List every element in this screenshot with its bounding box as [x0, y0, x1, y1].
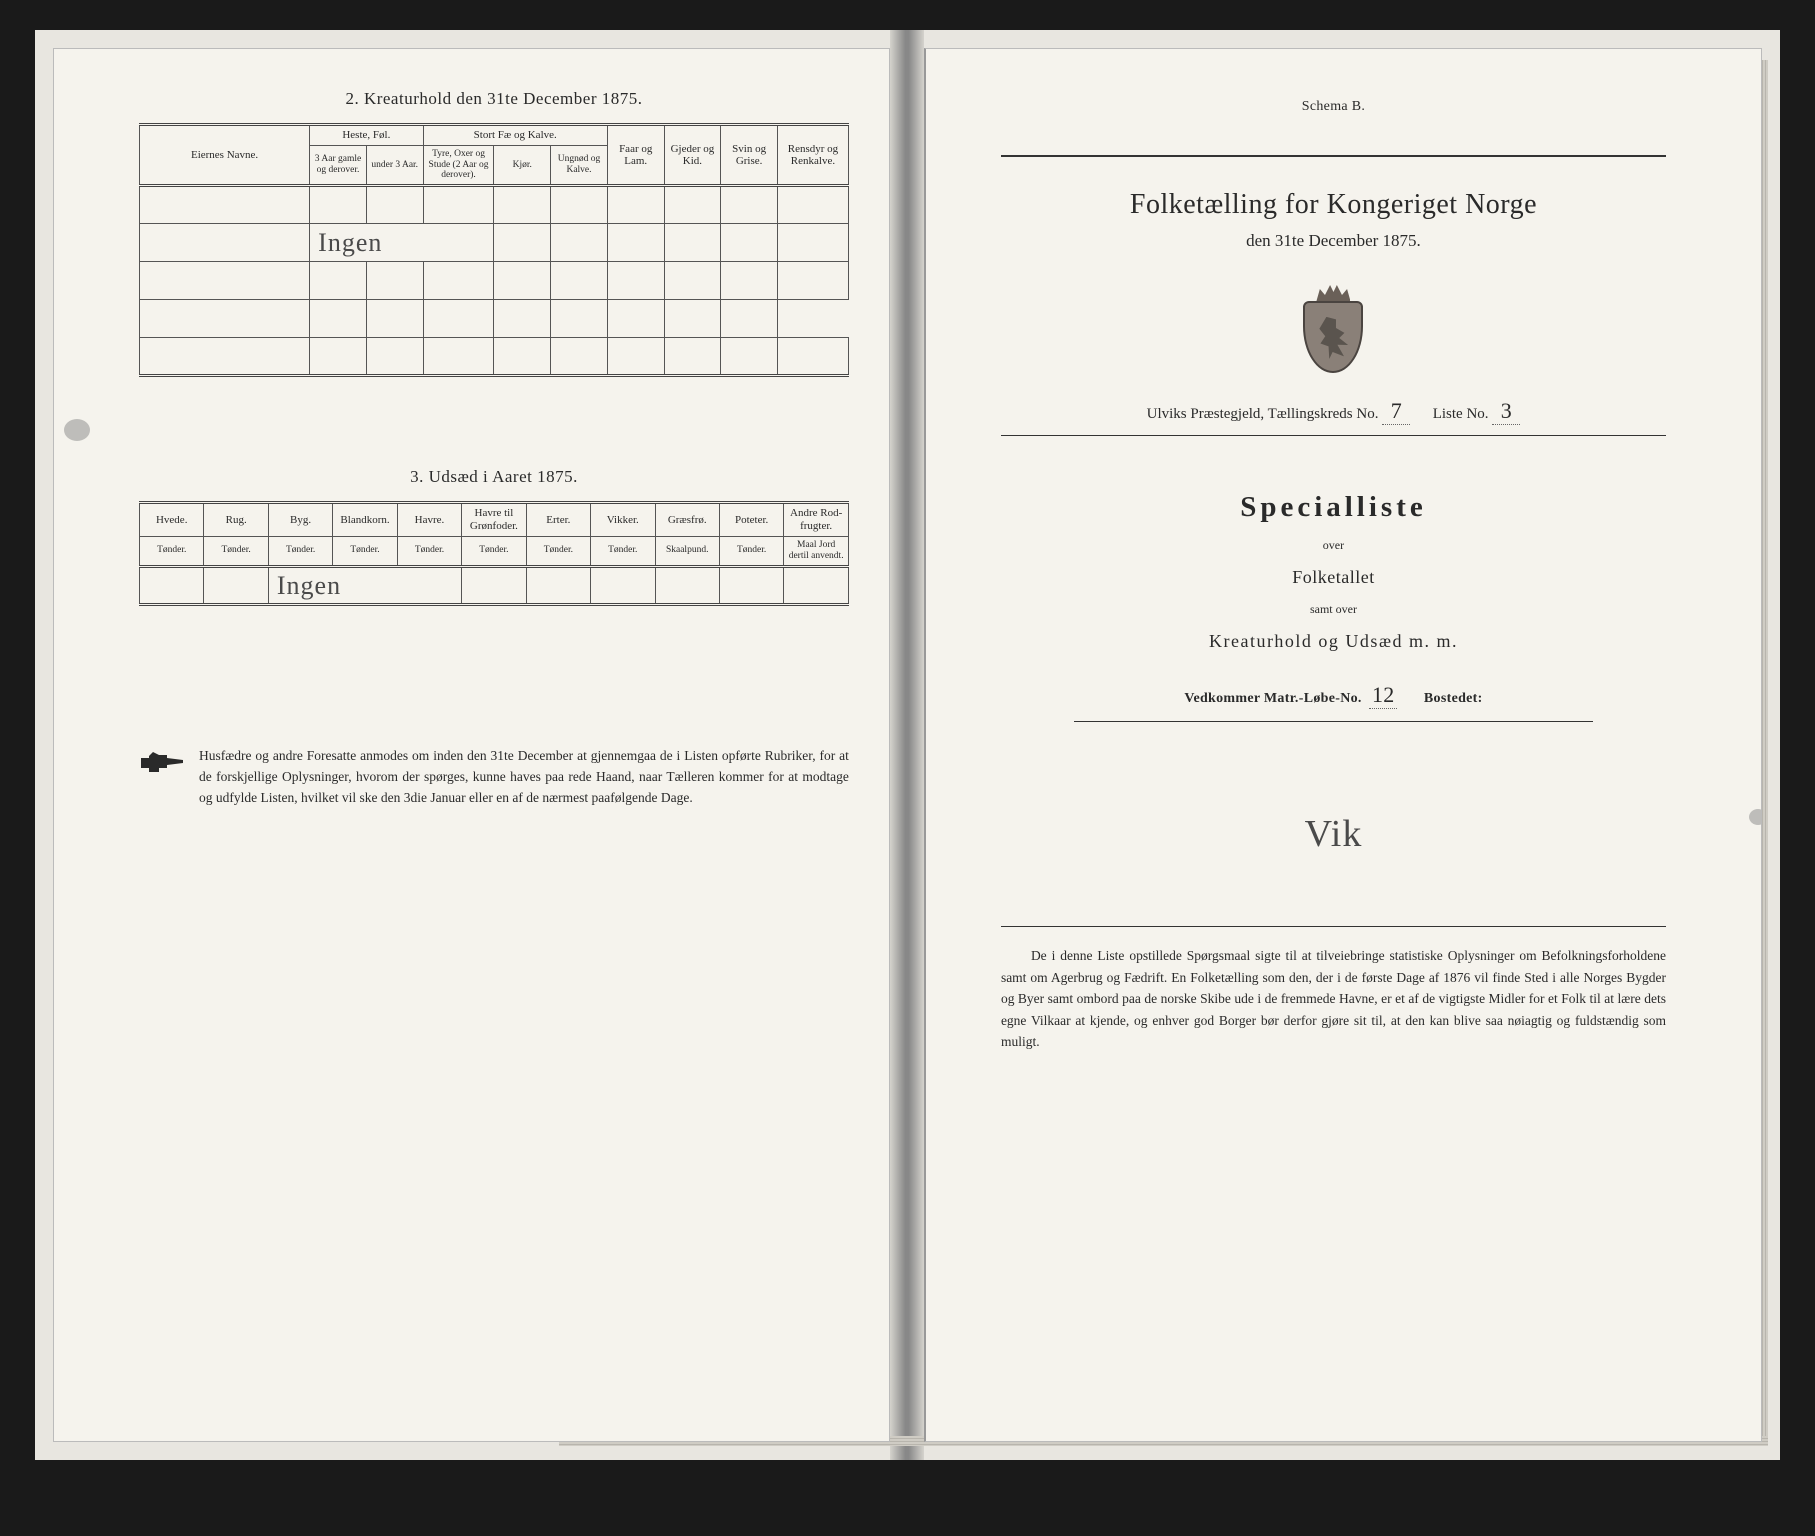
t3-col-sub: Tønder.	[719, 536, 783, 566]
specialliste-heading: Specialliste	[1001, 491, 1666, 524]
kreds-no: 7	[1382, 398, 1410, 425]
t3-col-sub: Tønder.	[462, 536, 526, 566]
note-text: Husfædre og andre Foresatte anmodes om i…	[199, 746, 849, 809]
smudge	[1749, 809, 1762, 825]
t3-cell: Ingen	[268, 566, 461, 605]
col-eiernes: Eiernes Navne.	[140, 125, 310, 186]
section3-title: 3. Udsæd i Aaret 1875.	[139, 467, 849, 487]
rule	[1001, 155, 1666, 157]
liste-no: 3	[1492, 398, 1520, 425]
matr-line: Vedkommer Matr.-Løbe-No. 12 Bostedet:	[1001, 682, 1666, 709]
matr-label: Vedkommer Matr.-Løbe-No.	[1184, 691, 1361, 706]
sub-stort-c: Ungnød og Kalve.	[551, 145, 608, 186]
t3-col-head: Vikker.	[591, 503, 655, 536]
rule	[1001, 435, 1666, 436]
t3-col-head: Rug.	[204, 503, 268, 536]
matr-no: 12	[1369, 682, 1397, 709]
t3-col-head: Hvede.	[140, 503, 204, 536]
section2-title: 2. Kreaturhold den 31te December 1875.	[139, 89, 849, 109]
t3-cell	[462, 566, 526, 605]
handwritten-ingen-1: Ingen	[318, 228, 382, 257]
t3-col-head: Havre til Grønfoder.	[462, 503, 526, 536]
t3-col-sub: Tønder.	[140, 536, 204, 566]
sub-heste-b: under 3 Aar.	[366, 145, 423, 186]
t3-col-sub: Tønder.	[397, 536, 461, 566]
t3-col-head: Poteter.	[719, 503, 783, 536]
t3-cell	[526, 566, 590, 605]
t3-col-sub: Tønder.	[591, 536, 655, 566]
t3-col-sub: Tønder.	[526, 536, 590, 566]
sub-stort-b: Kjør.	[494, 145, 551, 186]
census-subtitle: den 31te December 1875.	[1001, 231, 1666, 251]
parish-line: Ulviks Præstegjeld, Tællingskreds No. 7 …	[1001, 398, 1666, 425]
t3-cell	[655, 566, 719, 605]
explanatory-paragraph: De i denne Liste opstillede Spørgsmaal s…	[1001, 945, 1666, 1053]
t3-col-sub: Skaalpund.	[655, 536, 719, 566]
handwritten-ingen-2: Ingen	[277, 571, 341, 600]
t3-cell	[204, 566, 268, 605]
note-block: Husfædre og andre Foresatte anmodes om i…	[139, 746, 849, 809]
t3-col-head: Græsfrø.	[655, 503, 719, 536]
left-page: 2. Kreaturhold den 31te December 1875. E…	[53, 48, 890, 1442]
t3-col-head: Erter.	[526, 503, 590, 536]
coat-of-arms-icon	[1294, 281, 1372, 376]
grp-stort: Stort Fæ og Kalve.	[423, 125, 607, 146]
kreatur-label: Kreaturhold og Udsæd m. m.	[1001, 631, 1666, 652]
rule	[1001, 926, 1666, 927]
over-label-1: over	[1001, 538, 1666, 553]
right-page: Schema B. Folketælling for Kongeriget No…	[924, 48, 1762, 1442]
handwritten-place: Vik	[1305, 813, 1363, 855]
bostedet-label: Bostedet:	[1424, 691, 1483, 706]
t3-col-head: Byg.	[268, 503, 332, 536]
t3-cell	[719, 566, 783, 605]
census-title: Folketælling for Kongeriget Norge	[1001, 189, 1666, 221]
col-svin: Svin og Grise.	[721, 125, 778, 186]
parish-label: Ulviks Præstegjeld, Tællingskreds No.	[1147, 406, 1379, 422]
rule	[1074, 721, 1593, 722]
t3-cell	[140, 566, 204, 605]
table-kreaturhold: Eiernes Navne. Heste, Føl. Stort Fæ og K…	[139, 123, 849, 377]
t3-col-sub: Tønder.	[204, 536, 268, 566]
smudge	[64, 419, 90, 441]
t3-cell	[784, 566, 849, 605]
schema-label: Schema B.	[1001, 99, 1666, 115]
grp-heste: Heste, Føl.	[310, 125, 423, 146]
col-rensdyr: Rensdyr og Renkalve.	[777, 125, 848, 186]
t3-col-sub: Tønder.	[268, 536, 332, 566]
t3-col-head: Blandkorn.	[333, 503, 397, 536]
t3-col-sub: Maal Jord dertil anvendt.	[784, 536, 849, 566]
liste-label: Liste No.	[1433, 406, 1489, 422]
scan-frame: 2. Kreaturhold den 31te December 1875. E…	[35, 30, 1780, 1460]
table-udsaed: Hvede.Rug.Byg.Blandkorn.Havre.Havre til …	[139, 501, 849, 606]
sub-stort-a: Tyre, Oxer og Stude (2 Aar og derover).	[423, 145, 494, 186]
pointing-hand-icon	[139, 750, 185, 774]
folketallet-label: Folketallet	[1001, 567, 1666, 588]
col-faar: Faar og Lam.	[607, 125, 664, 186]
t3-col-head: Havre.	[397, 503, 461, 536]
sub-heste-a: 3 Aar gamle og derover.	[310, 145, 367, 186]
t3-col-head: Andre Rod-frugter.	[784, 503, 849, 536]
book-gutter	[890, 30, 924, 1460]
place-name: Vik	[1001, 812, 1666, 856]
t3-cell	[591, 566, 655, 605]
t3-col-sub: Tønder.	[333, 536, 397, 566]
col-gjeder: Gjeder og Kid.	[664, 125, 721, 186]
samt-label: samt over	[1001, 602, 1666, 617]
